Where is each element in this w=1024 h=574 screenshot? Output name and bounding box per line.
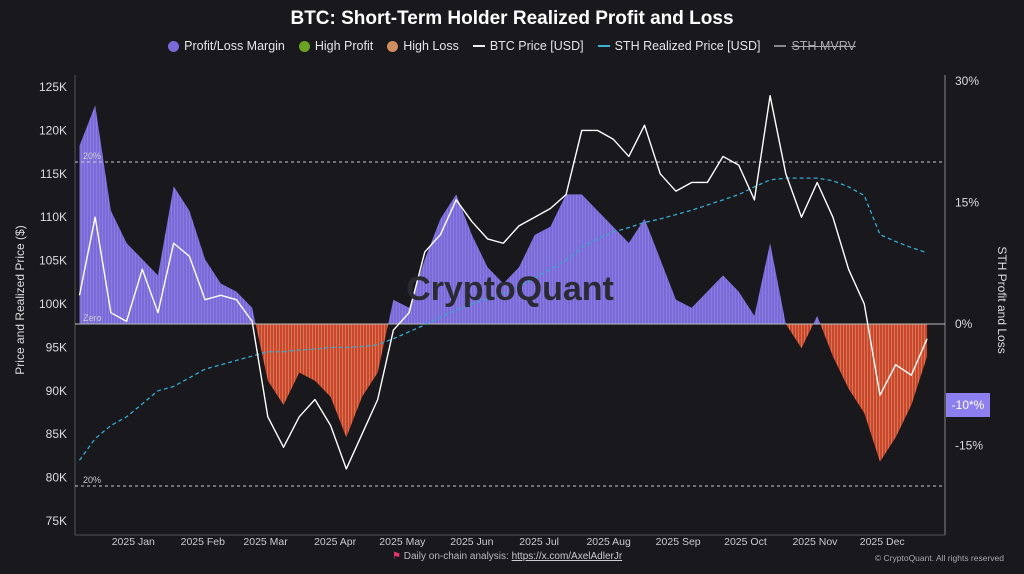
y-tick-label: 85K [46,427,67,441]
x-tick-label: 2025 Mar [243,536,288,548]
x-tick-label: 2025 Nov [792,536,838,548]
x-tick-label: 2025 Jan [112,536,155,548]
legend-item-mvrv[interactable]: STH MVRV [774,39,856,53]
footer-link[interactable]: https://x.com/AxelAdlerJr [511,551,623,562]
x-tick-label: 2025 Dec [860,536,905,548]
y-tick-label: 90K [46,384,67,398]
legend-label: STH MVRV [791,39,856,53]
chart-title: BTC: Short-Term Holder Realized Profit a… [290,8,734,29]
legend-label: High Loss [403,39,459,53]
legend-swatch [597,45,610,47]
y-tick-label: 95K [46,340,67,354]
y-tick-label: 80K [46,471,67,485]
y-right-tick-label: -15% [955,439,983,453]
y-right-tick-label: 15% [955,196,979,210]
flag-icon: ⚑ [392,551,401,562]
x-tick-label: 2025 Jun [450,536,493,548]
btc-price-line [78,94,928,470]
profit-area [79,105,928,324]
y-right-axis-label: STH Profit and Loss [995,246,1009,353]
legend-item-btc[interactable]: BTC Price [USD] [472,39,584,53]
legend-swatch [472,45,485,47]
y-tick-label: 115K [40,167,67,181]
x-tick-label: 2025 Jul [519,536,559,548]
y-tick-label: 110K [40,210,67,224]
y-tick-label: 125K [39,80,67,94]
x-tick-label: 2025 Feb [181,536,226,548]
legend-item-sth[interactable]: STH Realized Price [USD] [597,39,761,53]
reference-label: 20% [83,151,101,161]
x-tick-label: 2025 Oct [724,536,767,548]
reference-label: Zero [83,313,102,323]
legend-label: STH Realized Price [USD] [614,39,761,53]
reference-label: 20% [83,475,101,485]
loss-area [79,324,928,462]
legend-label: High Profit [314,39,374,53]
legend-swatch [387,40,399,52]
x-tick-label: 2025 Apr [314,536,357,548]
x-tick-label: 2025 May [379,536,426,548]
legend-swatch [168,40,180,52]
footer: ⚑ Daily on-chain analysis: https://x.com… [392,551,622,562]
y-axis-label: Price and Realized Price ($) [13,225,27,374]
x-tick-label: 2025 Sep [656,536,701,548]
x-tick-label: 2025 Aug [586,536,631,548]
legend-label: Profit/Loss Margin [184,39,285,53]
y-tick-label: 100K [39,297,67,311]
legend-item-high-loss[interactable]: High Loss [387,39,459,53]
y-tick-label: 75K [46,514,67,528]
legend: Profit/Loss Margin High Profit High Loss… [0,39,1024,53]
footer-text: Daily on-chain analysis: [403,551,509,562]
legend-label: BTC Price [USD] [489,39,584,53]
legend-swatch [774,45,787,47]
copyright: © CryptoQuant. All rights reserved [874,553,1004,563]
sth-realized-price-line [78,177,928,461]
current-value-text: -10*% [952,398,985,412]
watermark: CryptoQuant [406,270,614,308]
legend-item-margin[interactable]: Profit/Loss Margin [168,39,285,53]
current-value-badge [946,393,990,417]
y-tick-label: 120K [39,123,67,137]
y-right-tick-label: 0% [955,317,973,331]
y-tick-label: 105K [39,254,67,268]
legend-item-high-profit[interactable]: High Profit [298,39,374,53]
legend-swatch [298,40,310,52]
y-right-tick-label: 30% [955,74,979,88]
